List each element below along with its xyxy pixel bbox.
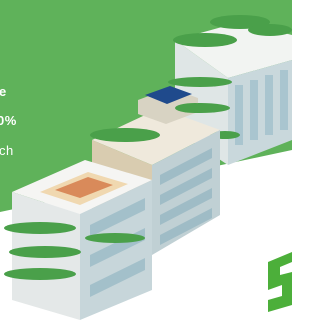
illustration: e 0% ch — [0, 0, 292, 320]
line-1: e — [0, 84, 7, 99]
page: e 0% ch — [0, 0, 292, 320]
line-3: ch — [0, 143, 14, 158]
logo — [268, 252, 292, 312]
line-2: 0% — [0, 113, 17, 128]
